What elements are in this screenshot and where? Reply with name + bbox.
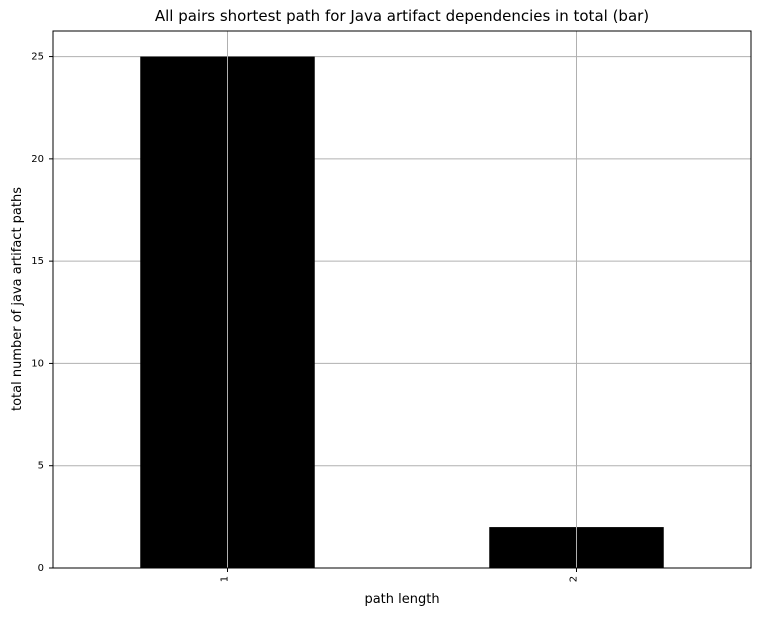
y-tick-label: 15 — [31, 256, 44, 267]
x-tick-label: 2 — [569, 576, 580, 582]
y-axis-label: total number of java artifact paths — [10, 187, 25, 411]
x-axis-label: path length — [364, 592, 439, 607]
y-axis-ticks: 0 5 10 15 20 25 — [31, 52, 53, 574]
chart-title: All pairs shortest path for Java artifac… — [155, 7, 649, 25]
y-tick-label: 25 — [31, 52, 44, 63]
x-grid-layer — [227, 31, 577, 568]
plot-frame — [52, 30, 752, 569]
x-tick-label: 1 — [220, 576, 231, 582]
y-tick-label: 10 — [31, 358, 44, 369]
y-tick-label: 20 — [31, 154, 44, 165]
y-tick-label: 0 — [38, 563, 44, 574]
y-tick-label: 5 — [38, 461, 44, 472]
